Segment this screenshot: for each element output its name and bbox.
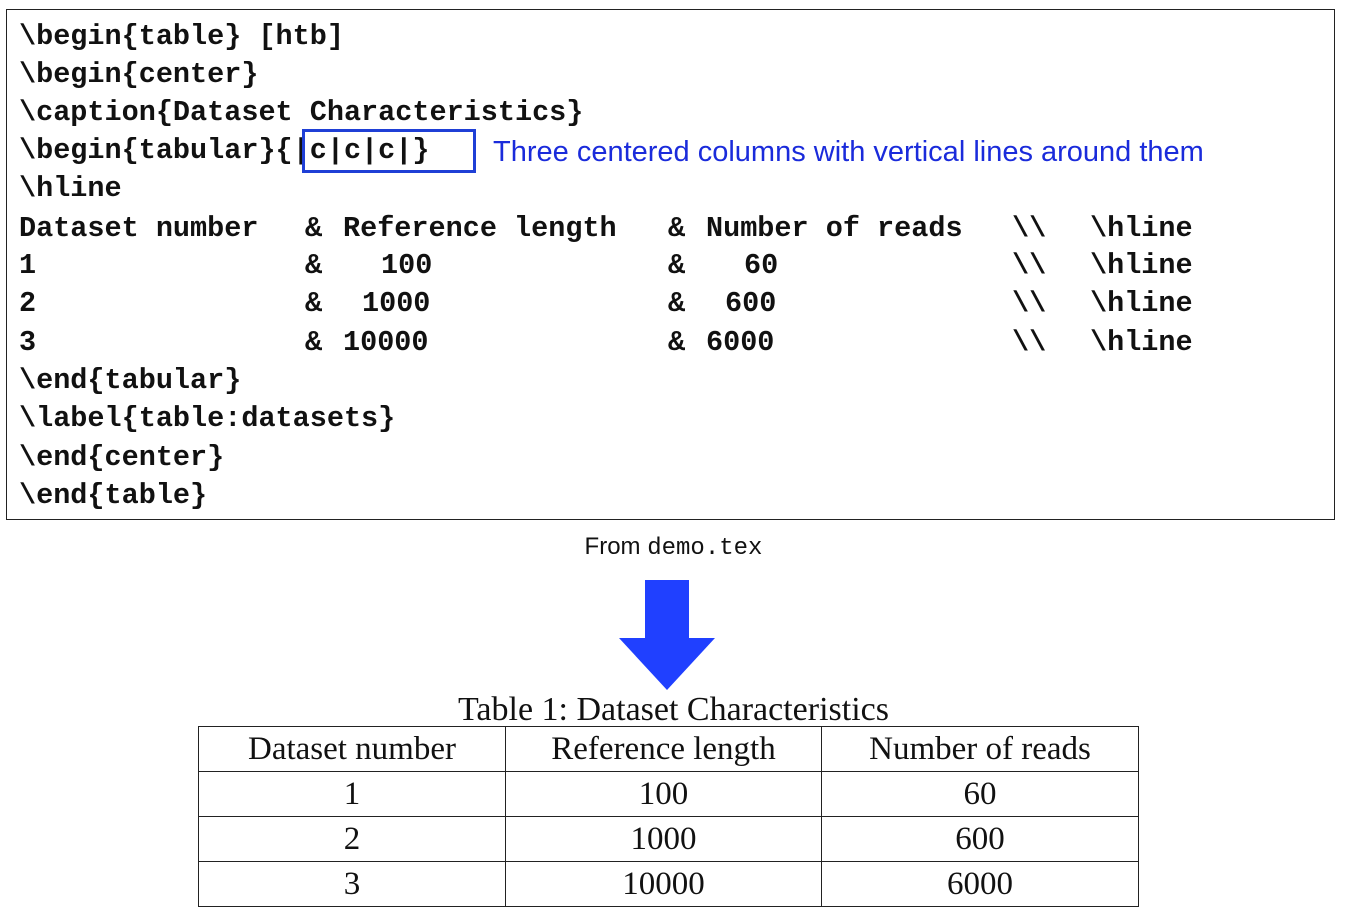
- code-ampersand: &: [668, 287, 686, 320]
- code-cell: 10000: [343, 326, 429, 359]
- table-header-cell: Reference length: [505, 726, 822, 772]
- code-cell: 100: [381, 249, 433, 282]
- arrow-down-icon: [619, 580, 715, 690]
- code-line: \label{table:datasets}: [19, 402, 396, 435]
- table-cell: 2: [198, 816, 506, 862]
- code-ampersand: &: [305, 287, 323, 320]
- code-ampersand: &: [305, 212, 323, 245]
- code-row-end: \\: [1012, 326, 1047, 359]
- table-header-cell: Dataset number: [198, 726, 506, 772]
- table-cell: 10000: [505, 861, 822, 907]
- table-row: 1 100 60: [198, 771, 1139, 817]
- latex-code-box: \begin{table} [htb] \begin{center} \capt…: [6, 9, 1335, 520]
- table-header-row: Dataset number Reference length Number o…: [198, 726, 1139, 772]
- code-hline: \hline: [1090, 212, 1193, 245]
- rendered-table-caption: Table 1: Dataset Characteristics: [458, 691, 889, 728]
- code-cell: 60: [744, 249, 779, 282]
- code-line: \caption{Dataset Characteristics}: [19, 96, 584, 129]
- code-cell: Number of reads: [706, 212, 963, 245]
- table-row: 2 1000 600: [198, 816, 1139, 862]
- code-cell: Reference length: [343, 212, 617, 245]
- code-line: \begin{center}: [19, 58, 259, 91]
- table-cell: 1000: [505, 816, 822, 862]
- code-cell: Dataset number: [19, 212, 259, 245]
- table-cell: 6000: [821, 861, 1139, 907]
- code-ampersand: &: [305, 326, 323, 359]
- code-line: \begin{tabular}{|c|c|c|}: [19, 134, 430, 167]
- table-cell: 100: [505, 771, 822, 817]
- code-ampersand: &: [668, 212, 686, 245]
- table-header-cell: Number of reads: [821, 726, 1139, 772]
- source-prefix: From: [584, 533, 648, 560]
- code-cell: 1000: [362, 287, 431, 320]
- code-hline: \hline: [1090, 326, 1193, 359]
- table-cell: 600: [821, 816, 1139, 862]
- rendered-table: Dataset number Reference length Number o…: [198, 726, 1139, 907]
- code-cell: 2: [19, 287, 37, 320]
- source-filename: demo.tex: [647, 535, 763, 562]
- code-row-end: \\: [1012, 287, 1047, 320]
- code-row-end: \\: [1012, 212, 1047, 245]
- column-spec-annotation: Three centered columns with vertical lin…: [493, 136, 1204, 168]
- column-spec-highlight-box: [302, 129, 476, 173]
- code-line: \end{tabular}: [19, 364, 242, 397]
- table-cell: 1: [198, 771, 506, 817]
- table-row: 3 10000 6000: [198, 861, 1139, 907]
- table-cell: 3: [198, 861, 506, 907]
- code-cell: 600: [725, 287, 777, 320]
- code-line: \end{table}: [19, 479, 208, 512]
- code-line: \end{center}: [19, 441, 225, 474]
- code-line: \hline: [19, 172, 122, 205]
- code-hline: \hline: [1090, 249, 1193, 282]
- code-ampersand: &: [305, 249, 323, 282]
- code-ampersand: &: [668, 326, 686, 359]
- code-cell: 6000: [706, 326, 775, 359]
- code-row-end: \\: [1012, 249, 1047, 282]
- code-cell: 3: [19, 326, 37, 359]
- source-caption: From demo.tex: [0, 530, 1347, 564]
- code-cell: 1: [19, 249, 37, 282]
- code-line: \begin{table} [htb]: [19, 20, 344, 53]
- code-hline: \hline: [1090, 287, 1193, 320]
- code-ampersand: &: [668, 249, 686, 282]
- table-cell: 60: [821, 771, 1139, 817]
